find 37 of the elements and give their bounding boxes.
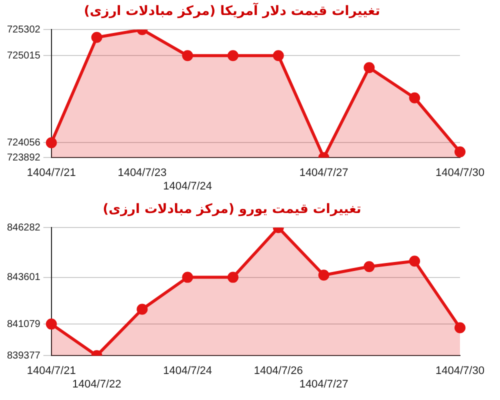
x-tick-label: 1404/7/23 (118, 167, 167, 180)
point (454, 146, 466, 158)
point (46, 318, 57, 330)
point (364, 261, 375, 272)
point (182, 272, 194, 283)
point (272, 50, 284, 62)
point (227, 272, 238, 283)
chart-title: تغییرات قیمت یورو (مرکز مبادلات ارزی) (102, 202, 362, 218)
point (91, 32, 102, 43)
point (364, 62, 375, 74)
point (318, 270, 330, 281)
x-tick-label: 1404/7/27 (299, 167, 348, 180)
y-tick-label: 841079 (6, 318, 41, 330)
y-tick-label: 725302 (6, 24, 41, 36)
x-tick-label: 1404/7/21 (26, 365, 76, 378)
y-tick-label: 843601 (6, 272, 41, 284)
point (136, 304, 148, 315)
point (182, 50, 194, 62)
point (227, 50, 238, 62)
x-tick-label: 1404/7/30 (436, 167, 484, 180)
point (409, 92, 420, 104)
point (46, 137, 57, 148)
y-tick-label: 723892 (6, 152, 41, 164)
y-tick-label: 846282 (6, 222, 41, 234)
x-tick-label: 1404/7/24 (163, 365, 212, 378)
x-tick-label: 1404/7/22 (72, 378, 122, 390)
x-tick-label: 1404/7/24 (163, 180, 212, 192)
point (409, 256, 420, 267)
point (454, 322, 466, 334)
x-tick-label: 1404/7/30 (436, 365, 484, 378)
chart-title: تغییرات قیمت دلار آمریکا (مرکز مبادلات ارزی) (84, 2, 380, 20)
y-tick-label: 839377 (6, 350, 41, 362)
x-tick-label: 1404/7/27 (299, 378, 348, 390)
y-tick-label: 724056 (6, 137, 41, 148)
y-tick-label: 725015 (6, 50, 41, 62)
x-tick-label: 1404/7/21 (26, 167, 76, 180)
x-tick-label: 1404/7/26 (254, 365, 303, 378)
